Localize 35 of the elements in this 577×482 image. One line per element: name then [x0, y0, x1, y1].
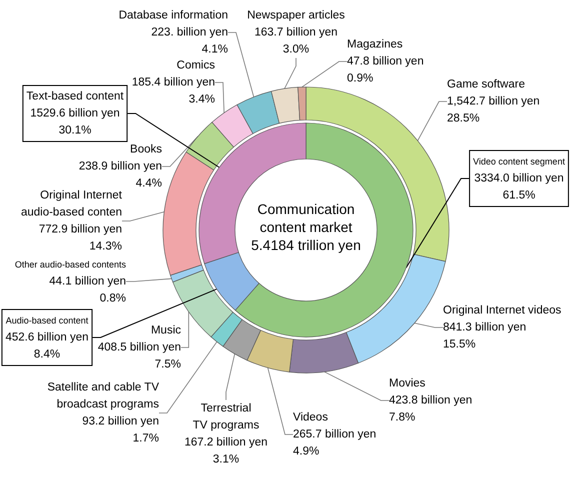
slice-label: Magazines	[347, 38, 403, 50]
slice-label: Original Internet videos	[443, 304, 562, 316]
data-label: 772.9 billion yen 14.3%	[38, 224, 122, 252]
data-label: 1,542.7 billion yen 28.5%	[447, 96, 540, 124]
slice-label: Text-based content	[26, 90, 124, 102]
slice-label: Audio-based content	[6, 316, 89, 326]
data-label: 163.7 billion yen 3.0%	[254, 26, 338, 56]
data-label: 1529.6 billion yen 30.1%	[30, 108, 120, 136]
data-label: 423.8 billion yen 7.8%	[389, 394, 472, 424]
data-label: 93.2 billion yen 1.7%	[82, 416, 159, 444]
data-label: 408.5 billion yen 7.5%	[98, 342, 181, 370]
data-label: 223. billion yen 4.1%	[151, 26, 228, 56]
slice-label: Music	[150, 324, 182, 336]
slice-label: Newspaper articles	[247, 10, 346, 22]
data-label: 167.2 billion yen 3.1%	[184, 436, 268, 466]
slice-label: Video content segment	[473, 156, 566, 166]
data-label: 185.4 billion yen 3.4%	[132, 76, 215, 106]
slice-label: Books	[130, 144, 162, 156]
data-label: 47.8 billion yen 0.9%	[347, 56, 424, 84]
data-label: 3334.0 billion yen 61.5%	[474, 172, 564, 202]
slice-label: Other audio-based contents	[14, 260, 126, 270]
data-label: 265.7 billion yen 4.9%	[293, 428, 376, 458]
slice-label: Movies	[389, 378, 426, 390]
data-label: 452.6 billion yen 8.4%	[5, 332, 89, 360]
slice-label: Satellite and cable TV broadcast programs	[47, 382, 160, 410]
slice-label: Database information	[118, 10, 228, 22]
slice-label: Game software	[447, 78, 525, 90]
data-label: 238.9 billion yen 4.4%	[78, 160, 162, 190]
text: Communication content market 5.4184 trillion yen	[251, 201, 361, 253]
slice-label: Terrestrial TV programs	[192, 402, 260, 432]
data-label: 841.3 billion yen 15.5%	[443, 322, 526, 350]
slice-label: Original Internet audio-based conten	[20, 190, 123, 218]
slice-label: Comics	[176, 60, 216, 72]
data-label: 44.1 billion yen 0.8%	[49, 276, 126, 304]
slice-label: Videos	[293, 412, 328, 424]
